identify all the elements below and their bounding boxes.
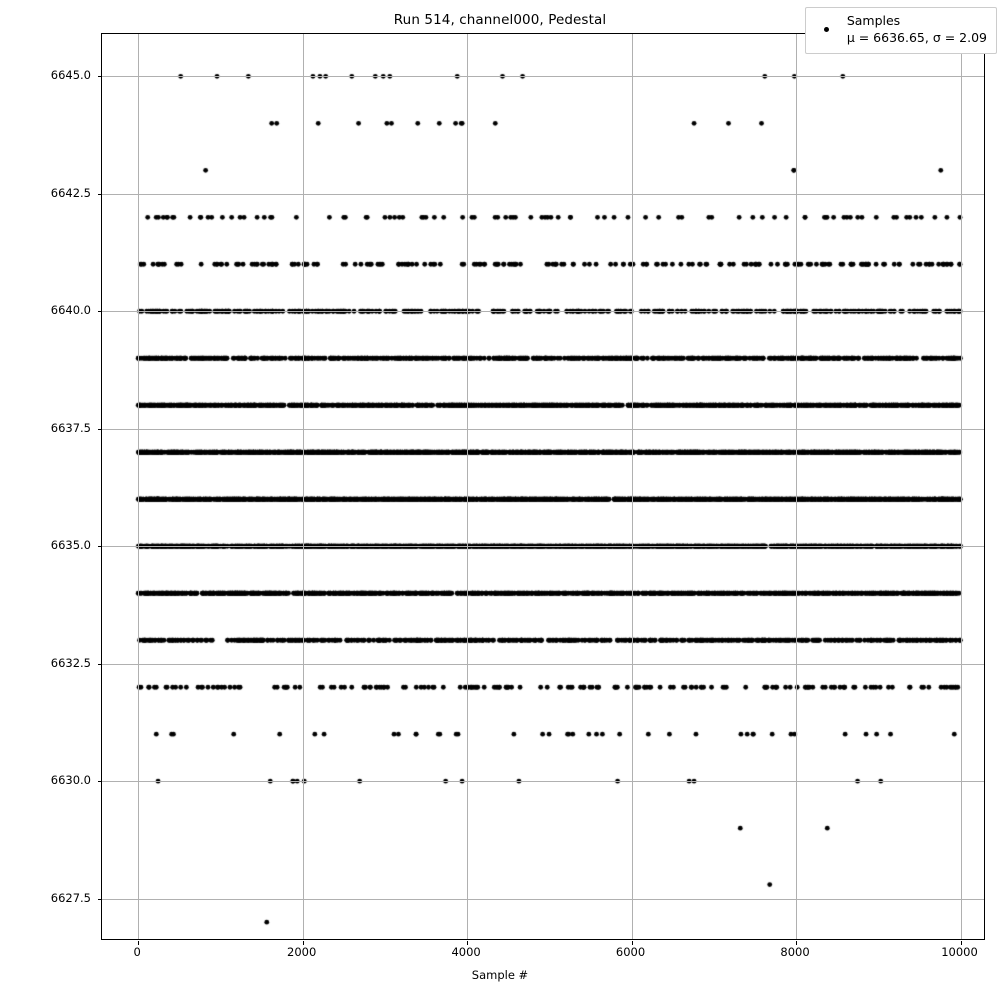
- legend-box: Samples μ = 6636.65, σ = 2.09: [804, 7, 997, 54]
- grid-line-vertical: [631, 34, 633, 939]
- y-tick-label: 6645.0: [50, 68, 91, 83]
- x-tick-mark: [796, 941, 798, 945]
- x-tick-mark: [467, 941, 469, 945]
- legend-text: Samples μ = 6636.65, σ = 2.09: [847, 13, 987, 47]
- y-tick-mark: [98, 76, 102, 78]
- grid-line-vertical: [960, 34, 962, 939]
- y-tick-label: 6642.5: [50, 185, 91, 200]
- grid-line-horizontal: [102, 546, 984, 548]
- y-tick-mark: [98, 546, 102, 548]
- y-tick-label: 6632.5: [50, 655, 91, 670]
- scatter-points: [102, 34, 986, 941]
- x-tick-mark: [631, 941, 633, 945]
- x-tick-mark: [960, 941, 962, 945]
- y-tick-label: 6627.5: [50, 890, 91, 905]
- plot-axes: [98, 33, 986, 945]
- grid-line-vertical: [796, 34, 798, 939]
- legend-marker-icon: [815, 13, 839, 47]
- grid-line-vertical: [138, 34, 140, 939]
- grid-line-horizontal: [102, 781, 984, 783]
- y-tick-label: 6637.5: [50, 420, 91, 435]
- legend-series-label: Samples: [846, 13, 901, 28]
- y-tick-label: 6630.0: [50, 773, 91, 788]
- grid-line-horizontal: [102, 898, 984, 900]
- grid-line-horizontal: [102, 428, 984, 430]
- x-tick-label: 10000: [941, 945, 978, 959]
- grid-line-horizontal: [102, 311, 984, 313]
- chart-title: Run 514, channel000, Pedestal: [393, 12, 607, 28]
- grid-line-horizontal: [102, 663, 984, 665]
- grid-line-horizontal: [102, 193, 984, 195]
- y-tick-label: 6640.0: [50, 303, 91, 318]
- x-tick-label: 4000: [451, 945, 481, 959]
- x-tick-label: 8000: [780, 945, 810, 959]
- grid-line-vertical: [467, 34, 469, 939]
- x-axis-label: Sample #: [471, 968, 529, 982]
- x-tick-label: 0: [133, 945, 141, 959]
- legend-stats-label: μ = 6636.65, σ = 2.09: [846, 29, 987, 45]
- x-tick-label: 6000: [615, 945, 646, 959]
- y-tick-mark: [98, 663, 102, 665]
- y-axis-label: ADC Counts: [0, 451, 3, 521]
- y-tick-mark: [98, 428, 102, 430]
- grid-line-horizontal: [102, 76, 984, 78]
- y-tick-mark: [98, 898, 102, 900]
- y-tick-mark: [98, 311, 102, 313]
- grid-line-vertical: [302, 34, 304, 939]
- x-tick-mark: [302, 941, 304, 945]
- y-tick-label: 6635.0: [50, 538, 91, 553]
- y-tick-mark: [98, 781, 102, 783]
- x-tick-label: 2000: [287, 945, 317, 959]
- y-tick-mark: [98, 193, 102, 195]
- x-tick-mark: [138, 941, 140, 945]
